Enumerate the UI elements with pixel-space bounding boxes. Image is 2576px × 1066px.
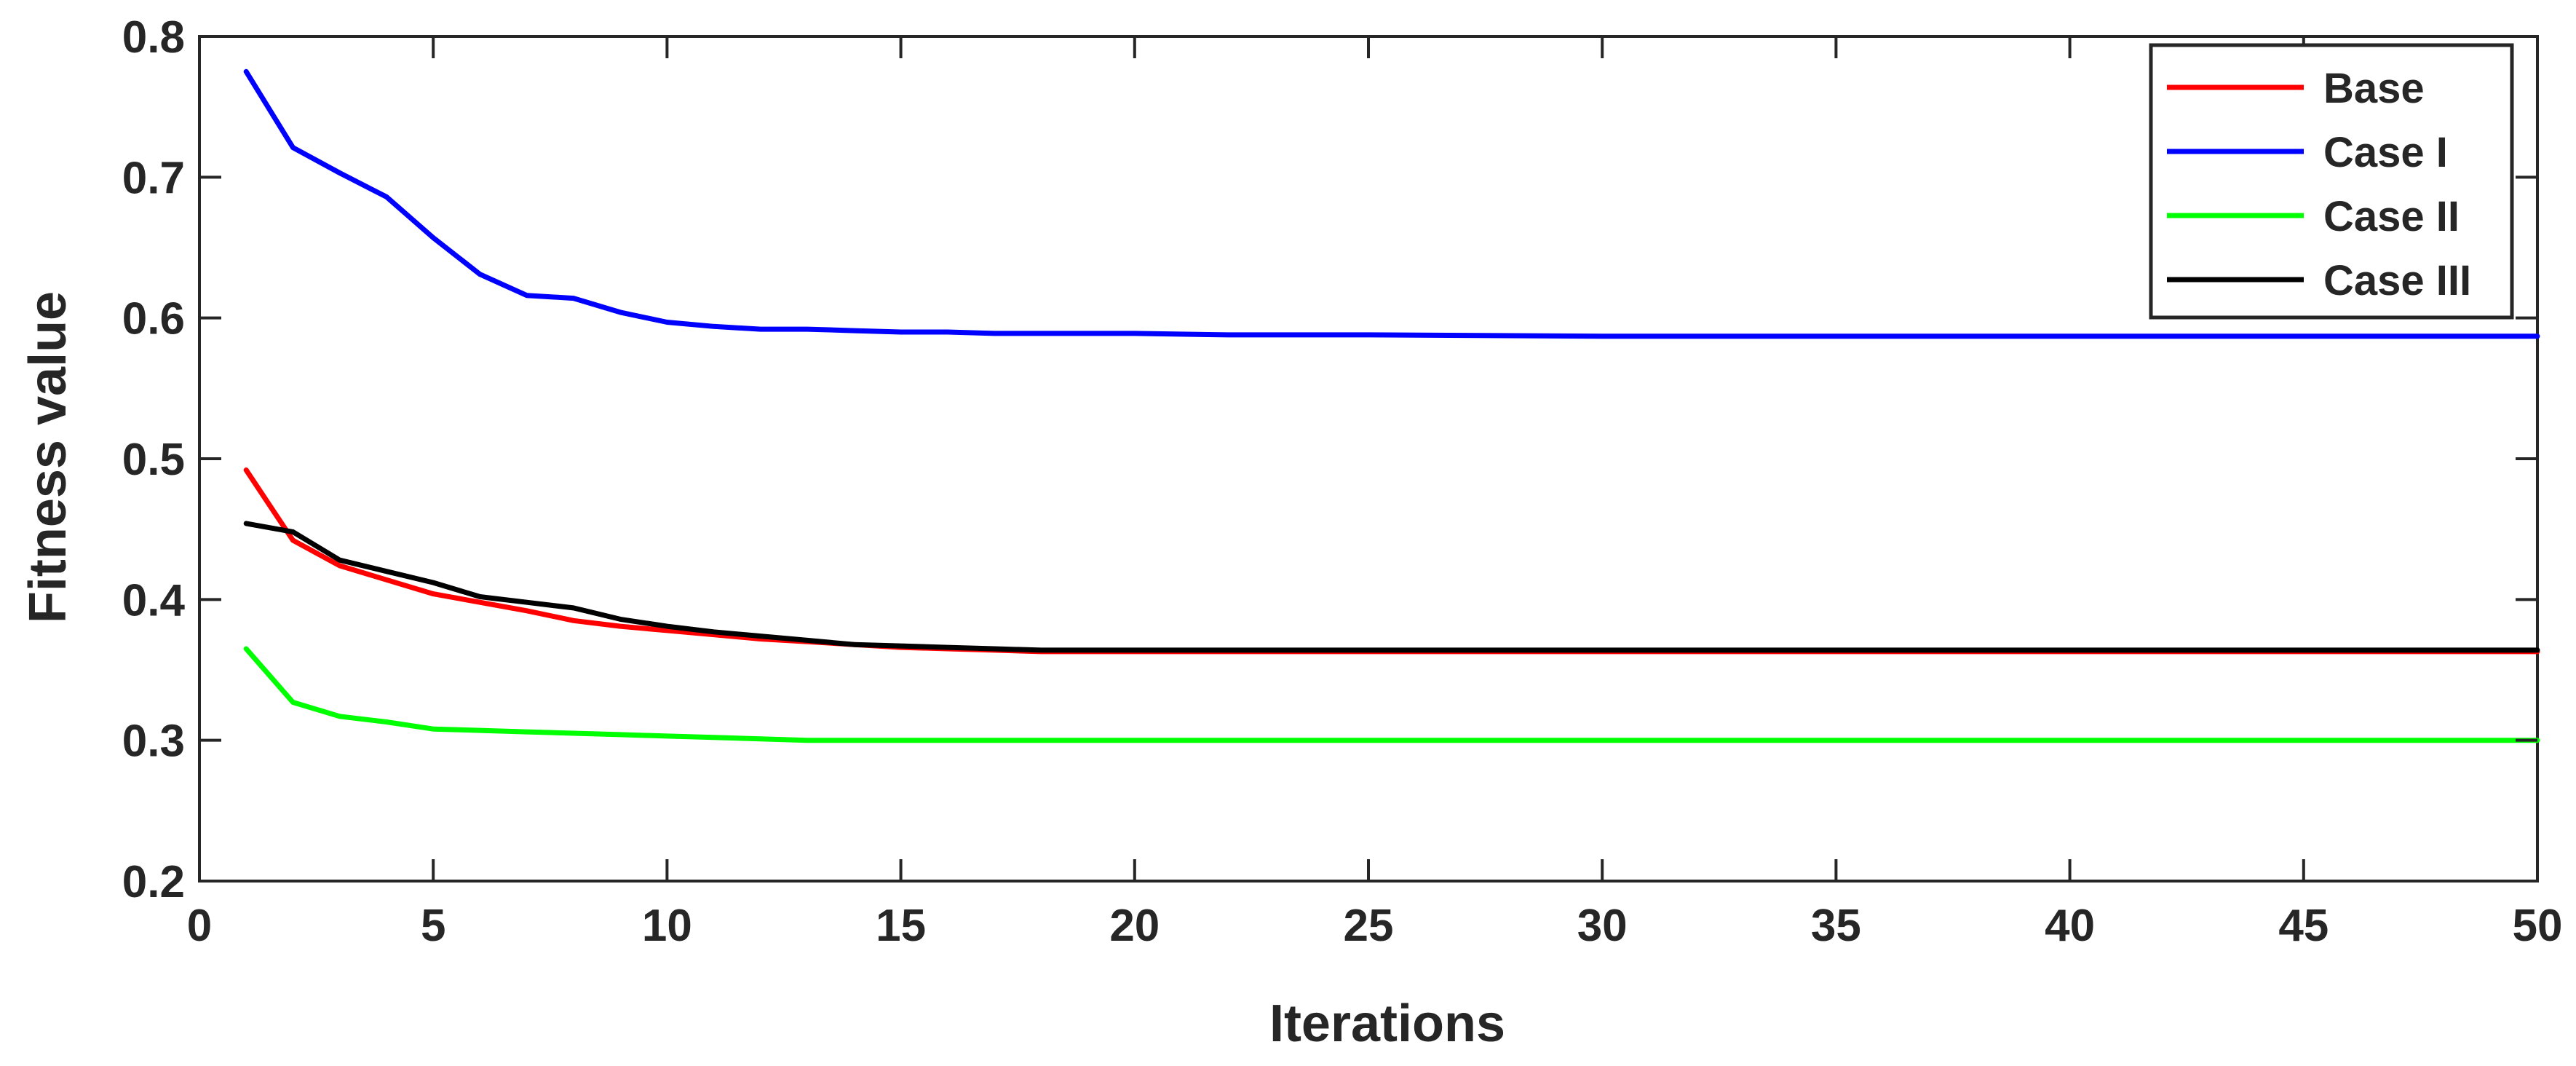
x-tick-label: 40 — [2045, 901, 2095, 951]
legend-label-case-ii: Case II — [2323, 193, 2460, 240]
x-tick-label: 0 — [187, 901, 212, 951]
x-tick-label: 20 — [1109, 901, 1160, 951]
y-tick-label: 0.5 — [122, 435, 185, 485]
x-tick-label: 30 — [1577, 901, 1628, 951]
x-tick-label: 5 — [421, 901, 445, 951]
x-tick-label: 45 — [2278, 901, 2329, 951]
legend-label-case-iii: Case III — [2323, 257, 2471, 304]
x-axis-title: Iterations — [1269, 995, 1505, 1053]
y-axis-title: Fitness value — [19, 291, 77, 623]
y-tick-label: 0.7 — [122, 153, 185, 203]
x-tick-label: 15 — [876, 901, 926, 951]
ticks-layer: 0 5 10 15 20 25 30 35 40 45 50 0.2 0.3 0.4 0.5 0.6 0.7 0.… — [122, 12, 2563, 951]
legend-label-base: Base — [2323, 65, 2425, 112]
y-tick-label: 0.6 — [122, 294, 185, 344]
legend: Base Case I Case II Case III — [2149, 43, 2514, 320]
y-tick-label: 0.4 — [122, 575, 186, 625]
x-tick-label: 50 — [2513, 901, 2563, 951]
y-tick-label: 0.2 — [122, 857, 185, 907]
legend-box — [2149, 43, 2514, 320]
x-tick-label: 10 — [642, 901, 692, 951]
y-tick-label: 0.8 — [122, 12, 185, 63]
series-layer — [243, 68, 2540, 743]
series-line-case-ii — [243, 646, 2540, 743]
y-tick-label: 0.3 — [122, 716, 185, 767]
x-tick-label: 25 — [1344, 901, 1394, 951]
series-line-case-i — [243, 68, 2540, 339]
x-tick-label: 35 — [1811, 901, 1861, 951]
series-line-case-iii — [243, 521, 2540, 653]
legend-label-case-i: Case I — [2323, 129, 2448, 176]
